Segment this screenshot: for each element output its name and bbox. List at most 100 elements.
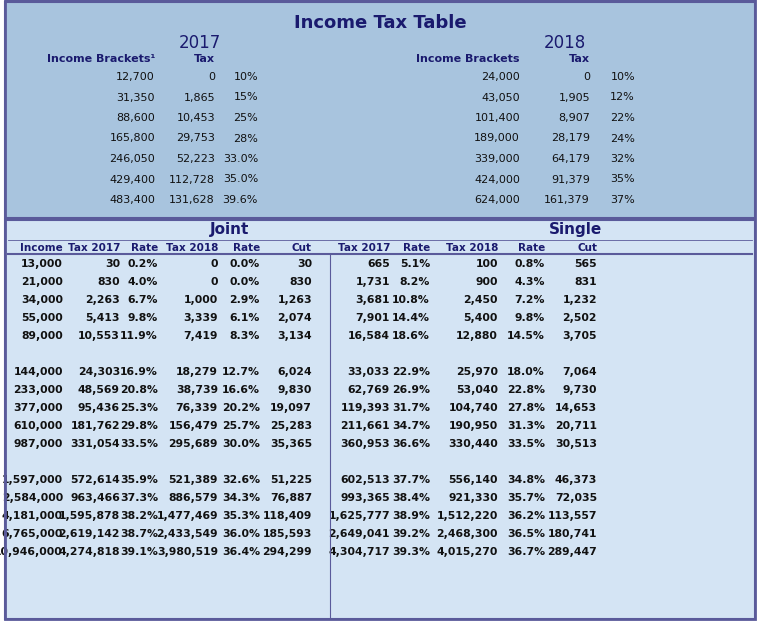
Text: 30,513: 30,513 [555,439,597,449]
Text: 24%: 24% [610,134,635,144]
Text: 11.9%: 11.9% [120,331,158,341]
Text: 2,263: 2,263 [85,295,120,305]
Text: 3,980,519: 3,980,519 [157,547,218,557]
Text: 900: 900 [476,277,498,287]
Text: 7,901: 7,901 [356,313,390,323]
Text: 4,304,717: 4,304,717 [328,547,390,557]
Text: Rate: Rate [233,243,260,253]
Text: Rate: Rate [403,243,430,253]
Text: 0.0%: 0.0% [230,277,260,287]
Text: 25,970: 25,970 [456,367,498,377]
Text: 25%: 25% [233,113,258,123]
Text: 16.9%: 16.9% [120,367,158,377]
Text: 112,728: 112,728 [169,175,215,185]
Text: 624,000: 624,000 [474,195,520,205]
Text: 29,753: 29,753 [176,134,215,144]
Text: 52,223: 52,223 [176,154,215,164]
Text: 13,000: 13,000 [21,259,63,269]
Text: 2018: 2018 [544,34,586,52]
Text: 0: 0 [208,72,215,82]
Text: 963,466: 963,466 [70,493,120,503]
Text: 72,035: 72,035 [555,493,597,503]
Text: 35.9%: 35.9% [120,475,158,485]
Text: 572,614: 572,614 [70,475,120,485]
Text: Rate: Rate [131,243,158,253]
Text: 189,000: 189,000 [474,134,520,144]
Text: 12.7%: 12.7% [222,367,260,377]
Text: 0.8%: 0.8% [515,259,545,269]
Text: 36.4%: 36.4% [222,547,260,557]
Text: 181,762: 181,762 [71,421,120,431]
Text: 15%: 15% [233,92,258,102]
Text: Cut: Cut [577,243,597,253]
Text: 233,000: 233,000 [14,385,63,395]
Text: 36.5%: 36.5% [507,529,545,539]
Text: 0: 0 [211,259,218,269]
Text: 34.7%: 34.7% [392,421,430,431]
Text: 76,887: 76,887 [270,493,312,503]
Text: 9,830: 9,830 [277,385,312,395]
Text: 37.3%: 37.3% [120,493,158,503]
Text: 565: 565 [575,259,597,269]
Text: 21,000: 21,000 [21,277,63,287]
Text: Tax 2018: Tax 2018 [445,243,498,253]
Text: 39.3%: 39.3% [392,547,430,557]
Text: 7,419: 7,419 [183,331,218,341]
Text: 0: 0 [583,72,590,82]
Text: 33.0%: 33.0% [223,154,258,164]
Text: 53,040: 53,040 [456,385,498,395]
Text: 35.3%: 35.3% [222,511,260,521]
Text: 38.7%: 38.7% [120,529,158,539]
Text: Tax 2017: Tax 2017 [337,243,390,253]
Text: 424,000: 424,000 [474,175,520,185]
Text: Tax 2017: Tax 2017 [68,243,120,253]
Text: 4,181,000: 4,181,000 [2,511,63,521]
Text: 38,739: 38,739 [176,385,218,395]
Text: 35.0%: 35.0% [223,175,258,185]
Text: 76,339: 76,339 [176,403,218,413]
Text: 4,015,270: 4,015,270 [437,547,498,557]
Text: 119,393: 119,393 [340,403,390,413]
Text: 18.6%: 18.6% [392,331,430,341]
Text: 33,033: 33,033 [348,367,390,377]
Text: 5,413: 5,413 [85,313,120,323]
Text: 22%: 22% [610,113,635,123]
Text: 3,134: 3,134 [277,331,312,341]
Text: 88,600: 88,600 [116,113,155,123]
Text: 7.2%: 7.2% [515,295,545,305]
Text: 610,000: 610,000 [14,421,63,431]
Text: 2.9%: 2.9% [230,295,260,305]
Text: 22.8%: 22.8% [507,385,545,395]
Text: 36.6%: 36.6% [392,439,430,449]
Text: Rate: Rate [518,243,545,253]
Text: 33.5%: 33.5% [120,439,158,449]
Text: 20.8%: 20.8% [120,385,158,395]
Bar [5,2,755,218]
Text: 1,597,000: 1,597,000 [2,475,63,485]
Text: 360,953: 360,953 [340,439,390,449]
Text: 429,400: 429,400 [109,175,155,185]
Text: 22.9%: 22.9% [392,367,430,377]
Text: 556,140: 556,140 [448,475,498,485]
Text: 1,595,878: 1,595,878 [59,511,120,521]
Text: Income Brackets¹: Income Brackets¹ [46,54,155,64]
Text: 38.4%: 38.4% [392,493,430,503]
Text: 30: 30 [105,259,120,269]
Text: 48,569: 48,569 [78,385,120,395]
Text: 20.2%: 20.2% [222,403,260,413]
Text: 31,350: 31,350 [116,92,155,102]
Text: 0.2%: 0.2% [128,259,158,269]
Text: 3,705: 3,705 [562,331,597,341]
Text: 10,946,000: 10,946,000 [0,547,63,557]
Text: 55,000: 55,000 [21,313,63,323]
Text: 39.6%: 39.6% [223,195,258,205]
Text: 118,409: 118,409 [263,511,312,521]
Text: 8.2%: 8.2% [400,277,430,287]
Text: 2,584,000: 2,584,000 [2,493,63,503]
Text: 34,000: 34,000 [21,295,63,305]
Text: 5.1%: 5.1% [400,259,430,269]
Text: Single: Single [549,222,602,237]
Text: 34.3%: 34.3% [222,493,260,503]
Bar [5,220,755,619]
Text: 211,661: 211,661 [340,421,390,431]
